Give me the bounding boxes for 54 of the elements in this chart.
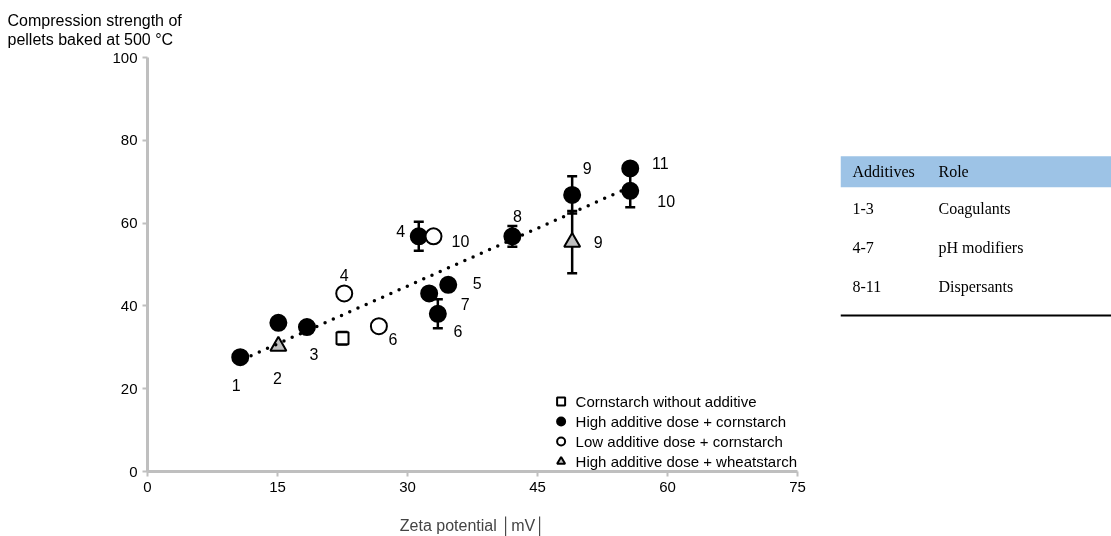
x-axis-title: Zeta potential │mV│ bbox=[399, 515, 546, 536]
text: 8-11 bbox=[852, 277, 882, 295]
y-tick-label: 100 bbox=[112, 48, 138, 66]
annotation: 7 bbox=[460, 296, 470, 314]
annotation: 8 bbox=[512, 208, 522, 226]
point bbox=[621, 181, 640, 200]
text: Coagulants bbox=[938, 200, 1011, 219]
annotation: 4 bbox=[396, 223, 406, 241]
y-tick-label: 20 bbox=[120, 379, 138, 397]
annotation: 11 bbox=[651, 155, 669, 173]
text: pH modifiers bbox=[938, 239, 1024, 258]
annotation: 10 bbox=[451, 233, 470, 251]
text: 4-7 bbox=[852, 239, 874, 257]
point bbox=[335, 284, 354, 303]
annotation: 10 bbox=[657, 192, 676, 210]
point bbox=[563, 185, 582, 204]
legend-label: High additive dose + cornstarch bbox=[575, 411, 787, 431]
x-tick-label: 30 bbox=[399, 477, 416, 495]
annotation: 9 bbox=[593, 234, 603, 252]
y-axis-title: Compression strength of pellets baked at 500 °C bbox=[7, 11, 183, 49]
annotation: 6 bbox=[453, 322, 463, 340]
x-tick-label: 45 bbox=[529, 477, 546, 495]
annotation: 5 bbox=[472, 274, 482, 292]
annotation: 4 bbox=[339, 267, 349, 285]
text: Role bbox=[938, 163, 969, 181]
y-tick-label: 40 bbox=[120, 296, 138, 314]
text: Additives bbox=[852, 163, 915, 181]
annotation: 2 bbox=[272, 370, 282, 388]
point bbox=[297, 318, 316, 336]
annotation: 9 bbox=[582, 159, 592, 177]
point bbox=[269, 313, 288, 332]
annotation: 3 bbox=[309, 346, 319, 364]
point bbox=[369, 317, 388, 336]
point bbox=[621, 159, 640, 178]
point bbox=[409, 227, 428, 246]
point bbox=[420, 284, 439, 303]
point bbox=[231, 348, 250, 367]
legend-label: Low additive dose + cornstarch bbox=[575, 431, 783, 451]
legend-label: High additive dose + wheatstarch bbox=[575, 451, 797, 471]
y-tick-label: 0 bbox=[129, 462, 138, 480]
legend-label: Cornstarch without additive bbox=[575, 391, 757, 411]
x-tick-label: 0 bbox=[143, 477, 152, 495]
point bbox=[439, 275, 458, 294]
point bbox=[424, 227, 443, 246]
x-tick-label: 75 bbox=[789, 477, 806, 495]
annotation: 1 bbox=[231, 377, 241, 395]
y-tick-label: 60 bbox=[120, 214, 138, 232]
text: Dispersants bbox=[938, 277, 1014, 296]
y-tick-label: 80 bbox=[120, 131, 138, 149]
point bbox=[428, 304, 447, 323]
text: 1-3 bbox=[852, 200, 874, 218]
annotation: 6 bbox=[388, 331, 398, 349]
x-tick-label: 15 bbox=[269, 477, 286, 495]
x-tick-label: 60 bbox=[659, 477, 676, 495]
